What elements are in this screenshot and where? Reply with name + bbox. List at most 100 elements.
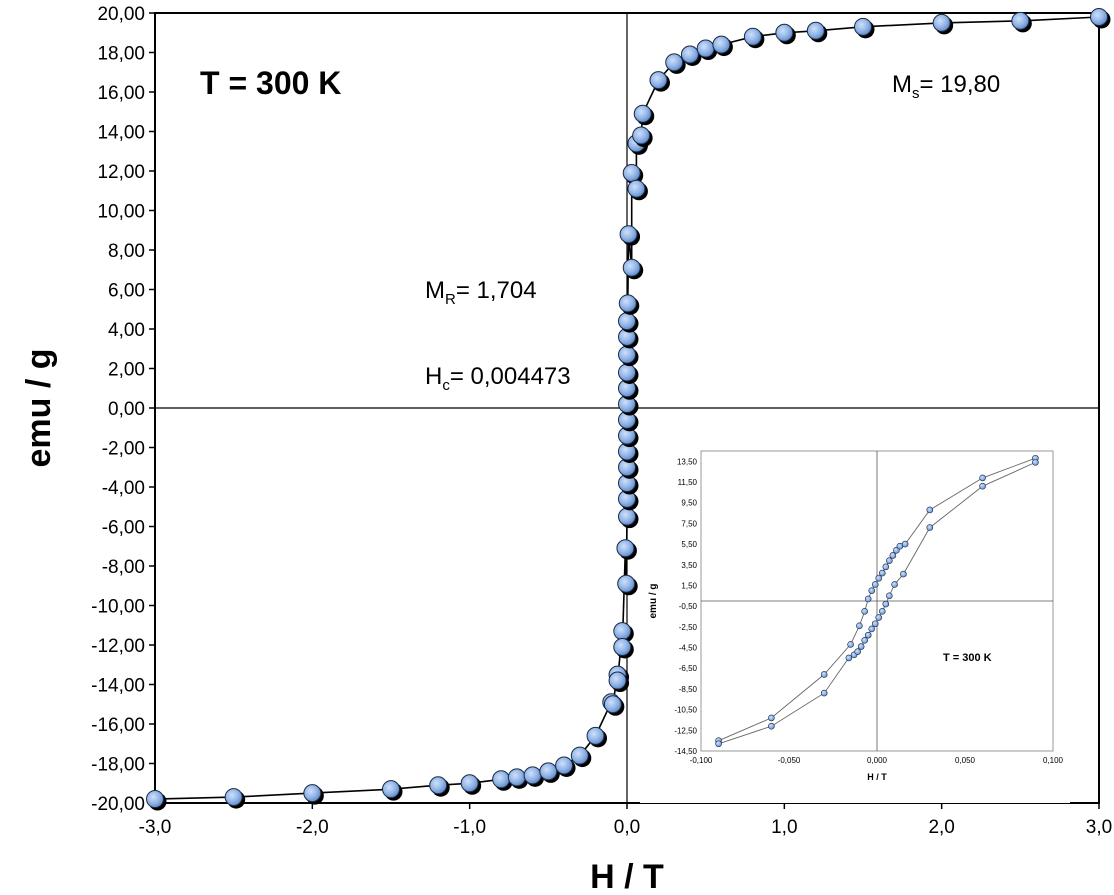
- data-point: [622, 258, 644, 280]
- inset-data-point: [901, 540, 909, 548]
- inset-data-point: [856, 622, 863, 630]
- inset-data-point: [1032, 459, 1039, 466]
- mr-value: = 1,704: [456, 277, 537, 304]
- x-tick-label: -1,0: [453, 817, 486, 838]
- mr-symbol: M: [425, 277, 445, 304]
- inset-y-tick-label: -10,50: [674, 706, 697, 715]
- data-point: [608, 671, 630, 693]
- data-point: [1011, 11, 1032, 33]
- y-tick-label: 14,00: [97, 123, 145, 144]
- inset-data-point: [891, 581, 898, 588]
- data-point: [1090, 7, 1111, 29]
- data-point: [854, 17, 875, 39]
- hc-symbol: H: [425, 363, 442, 390]
- inset-y-tick-label: -14,50: [674, 747, 697, 756]
- data-point: [680, 45, 702, 66]
- inset-data-point: [868, 587, 876, 594]
- inset-data-point: [854, 648, 861, 655]
- inset-data-point: [979, 482, 986, 490]
- data-point: [932, 13, 954, 35]
- mr-annotation: MR= 1,704: [425, 277, 537, 308]
- inset-data-point: [715, 740, 722, 748]
- ms-annotation: Ms= 19,80: [892, 71, 1000, 102]
- data-point: [618, 474, 639, 495]
- inset-x-tick-label: 0,000: [867, 756, 888, 765]
- inset-data-point: [861, 608, 868, 615]
- y-tick-label: -10,00: [91, 597, 145, 618]
- y-axis-title: emu / g: [20, 348, 58, 467]
- y-tick-label: -20,00: [91, 794, 145, 815]
- inset-y-tick-label: 11,50: [678, 478, 698, 487]
- inset-y-tick-label: -12,50: [674, 726, 697, 735]
- y-tick-label: 10,00: [97, 202, 145, 223]
- data-point: [618, 312, 639, 333]
- inset-data-point: [871, 620, 879, 628]
- data-point: [775, 23, 796, 45]
- inset-y-tick-label: 7,50: [681, 519, 697, 528]
- y-tick-label: -14,00: [91, 676, 145, 697]
- data-point: [618, 458, 639, 479]
- inset-y-tick-label: -0,50: [679, 602, 698, 611]
- inset-temperature-label: T = 300 K: [943, 652, 992, 664]
- y-tick-label: -12,00: [91, 636, 145, 657]
- inset-data-point: [878, 569, 886, 577]
- x-tick-label: 3,0: [1086, 817, 1112, 838]
- x-axis-title: H / T: [590, 858, 664, 895]
- y-tick-label: 6,00: [108, 281, 145, 302]
- inset-data-point: [979, 474, 986, 482]
- y-tick-label: -18,00: [91, 755, 145, 776]
- data-point: [743, 27, 765, 49]
- ms-subscript: s: [912, 85, 920, 102]
- inset-data-point: [768, 714, 775, 722]
- data-point: [633, 104, 655, 126]
- y-tick-label: 18,00: [97, 44, 145, 65]
- inset-data-point: [893, 547, 900, 554]
- inset-y-tick-label: -8,50: [679, 685, 698, 694]
- y-tick-label: -2,00: [102, 439, 145, 460]
- inset-data-point: [926, 506, 934, 514]
- y-tick-label: -6,00: [102, 518, 145, 539]
- inset-x-tick-label: -0,100: [690, 756, 713, 765]
- y-tick-label: 0,00: [108, 399, 145, 420]
- data-point: [303, 784, 324, 805]
- y-tick-label: -8,00: [102, 557, 145, 578]
- data-point: [632, 126, 653, 147]
- inset-y-tick-label: 13,50: [677, 457, 698, 466]
- inset-data-point: [900, 570, 907, 578]
- data-point: [618, 363, 639, 384]
- data-point: [618, 294, 640, 315]
- inset-data-point: [820, 689, 828, 697]
- inset-y-tick-label: 9,50: [681, 499, 697, 508]
- data-point: [570, 746, 592, 768]
- data-point: [539, 762, 560, 783]
- inset-y-axis-title: emu / g: [648, 583, 659, 618]
- inset-data-point: [845, 654, 853, 662]
- y-tick-label: 8,00: [108, 241, 145, 262]
- hc-value: = 0,004473: [450, 363, 571, 390]
- data-point: [224, 788, 246, 809]
- inset-data-point: [889, 552, 897, 559]
- ms-symbol: M: [892, 71, 912, 98]
- inset-data-point: [871, 581, 879, 588]
- data-point: [712, 35, 733, 57]
- data-point: [429, 776, 450, 797]
- data-point: [555, 756, 576, 777]
- data-point: [806, 21, 828, 43]
- y-tick-label: 2,00: [108, 360, 145, 381]
- y-tick-label: 4,00: [108, 320, 145, 341]
- inset-chart: 13,50 11,50 9,50 7,50 5,50 3,50 1,50 -0,50 -2,50…: [640, 413, 1070, 803]
- inset-data-point: [882, 563, 890, 571]
- inset-y-tick-label: 1,50: [681, 581, 697, 590]
- hc-subscript: c: [442, 377, 450, 394]
- data-point: [618, 426, 639, 448]
- data-point: [146, 790, 167, 811]
- data-point: [617, 574, 638, 596]
- inset-y-tick-label: 3,50: [681, 561, 697, 570]
- x-tick-label: 0,0: [614, 817, 640, 838]
- inset-data-point: [768, 722, 775, 730]
- data-point: [627, 179, 648, 201]
- inset-data-point: [861, 637, 868, 644]
- inset-y-tick-label: -4,50: [679, 644, 698, 653]
- data-point: [619, 225, 641, 246]
- mr-subscript: R: [445, 291, 456, 308]
